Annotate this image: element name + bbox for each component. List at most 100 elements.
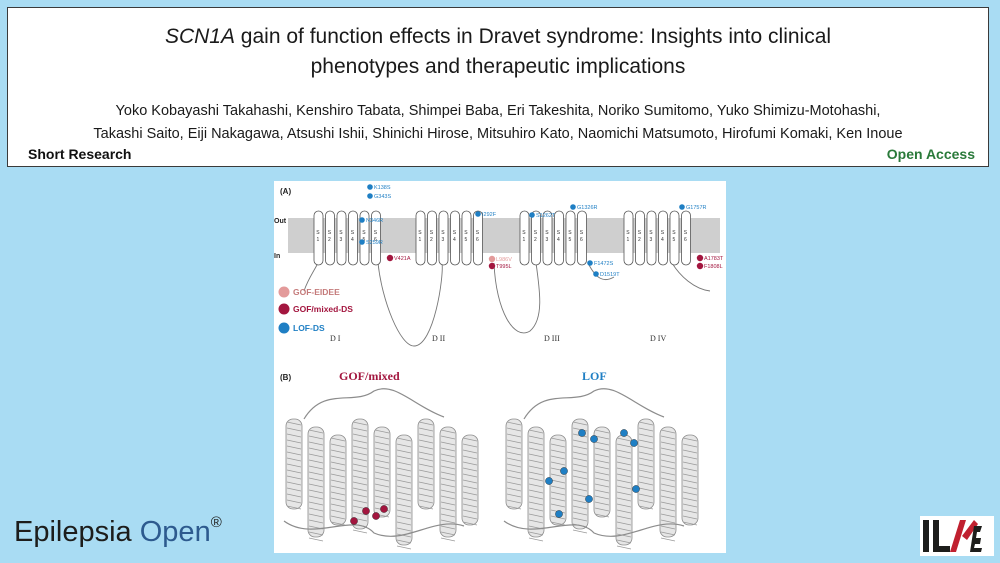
structure-helix-turn: [506, 505, 522, 510]
structure-helix-turn: [638, 493, 654, 498]
ilae-logo-mark: [923, 520, 982, 552]
structure-helix-turn: [616, 539, 632, 544]
structure-helix-turn: [616, 497, 632, 502]
lof-variant-label: K138S: [374, 185, 391, 191]
structure-helix-turn: [440, 471, 456, 476]
structure-helix-turn: [286, 433, 302, 438]
structure-helix: [285, 418, 303, 510]
structure-helix-turn: [374, 501, 390, 506]
structure-helix-turn: [374, 483, 390, 488]
structure-helix-turn: [528, 435, 544, 440]
structure-helix-turn: [572, 451, 588, 456]
structure-helix-turn: [308, 435, 324, 440]
structure-helix-turn: [594, 447, 610, 452]
structure-helix-turn: [638, 499, 654, 504]
structure-helix-turn: [594, 459, 610, 464]
helix-label: S: [649, 230, 653, 236]
helix-number: 4: [351, 237, 354, 243]
helix-label: S: [557, 230, 561, 236]
structure-helix-turn: [594, 495, 610, 500]
structure-helix-turn: [352, 433, 368, 438]
helix-number: 6: [684, 237, 687, 243]
structure-helix-turn: [660, 477, 676, 482]
gof-variant-label: T995L: [496, 264, 512, 270]
structure-helix-turn: [594, 465, 610, 470]
helix-label: S: [362, 230, 366, 236]
lof-variant-dot: [593, 271, 599, 277]
structure-helix: [593, 426, 611, 518]
helix-d3-s3: [542, 210, 553, 266]
helix-number: 4: [661, 237, 664, 243]
structure-helix-turn: [374, 453, 390, 458]
helix-label: S: [626, 230, 630, 236]
protein-chain: [303, 262, 711, 347]
helix-d2-s6: [473, 210, 483, 266]
registered-mark: ®: [210, 514, 222, 531]
structure-helix-turn: [352, 451, 368, 456]
structure-helix-turn: [374, 465, 390, 470]
structure-helix-turn: [286, 499, 302, 504]
structure-helix-turn: [330, 521, 346, 526]
helix-d2-s1: [415, 210, 426, 266]
helix-d3-s2: [531, 210, 541, 266]
structure-helix-turn: [374, 459, 390, 464]
structure-helix-turn: [440, 435, 456, 440]
structure-helix-turn: [330, 437, 346, 442]
helix-number: 3: [340, 237, 343, 243]
structure-helix-turn: [616, 527, 632, 532]
structure-helix-turn: [286, 475, 302, 480]
structure-helix: [681, 434, 699, 526]
structure-helix-turn: [550, 437, 566, 442]
lof-variant-dot: [570, 204, 576, 210]
journal-name-open: Open: [139, 516, 211, 548]
structure-helix-turn: [286, 439, 302, 444]
structure-helix-turn: [682, 509, 698, 514]
structure-helix-turn: [330, 473, 346, 478]
helix-label: S: [430, 230, 434, 236]
helix-number: 6: [374, 237, 377, 243]
graphical-abstract-figure: (A) Out In S1S2S3S4S5S6S1S2S3S4S5S6S1S2S…: [274, 181, 726, 553]
structure-helix-turn: [286, 487, 302, 492]
lof-variant-dot: [359, 217, 365, 223]
legend-label-eidee: GOF-EIDEE: [293, 287, 340, 297]
helix-label: S: [328, 230, 332, 236]
structure-helix-turn: [550, 485, 566, 490]
structure-helix-turn: [572, 457, 588, 462]
structure-helix-turn: [528, 429, 544, 434]
structure-helix-turn: [682, 473, 698, 478]
structure-helix-turn: [594, 441, 610, 446]
gof-variant-label: V421A: [394, 256, 411, 262]
helix-number: 1: [523, 237, 526, 243]
domain-label-1: D I: [330, 334, 341, 343]
structure-helix-turn: [396, 533, 412, 538]
structure-helix-turn: [440, 513, 456, 518]
lof-variant-label: N346R: [366, 218, 383, 224]
gof-variant-dot: [696, 254, 704, 262]
title-line1: gain of function effects in Dravet syndr…: [234, 25, 832, 48]
structure-helix-turn: [506, 475, 522, 480]
structure-helix-turn: [682, 479, 698, 484]
structure-helix-turn: [682, 485, 698, 490]
structure-helix-turn: [374, 441, 390, 446]
structure-helix-turn: [528, 495, 544, 500]
helix-number: 4: [453, 237, 456, 243]
title-gene-name: SCN1A: [164, 25, 235, 48]
structure-helix-turn: [396, 527, 412, 532]
structure-helix-turn: [440, 495, 456, 500]
helix-d1-s1: [313, 210, 324, 266]
structure-helix-turn: [660, 525, 676, 530]
eidee-variant-label: L986V: [496, 257, 512, 263]
helix-number: 5: [569, 237, 572, 243]
structure-helix-turn: [660, 507, 676, 512]
structure-helix-turn: [396, 515, 412, 520]
structure-helix-turn: [616, 491, 632, 496]
in-label: In: [274, 253, 280, 260]
structure-helix-turn: [462, 521, 478, 526]
structure-helix-turn: [638, 451, 654, 456]
structure-helix-turn: [660, 519, 676, 524]
structure-helix-turn: [440, 489, 456, 494]
helix-label: S: [464, 230, 468, 236]
structure-helix-turn: [418, 463, 434, 468]
lof-variant-label: S1262T: [536, 213, 556, 219]
structure-helix-turn: [572, 529, 588, 534]
